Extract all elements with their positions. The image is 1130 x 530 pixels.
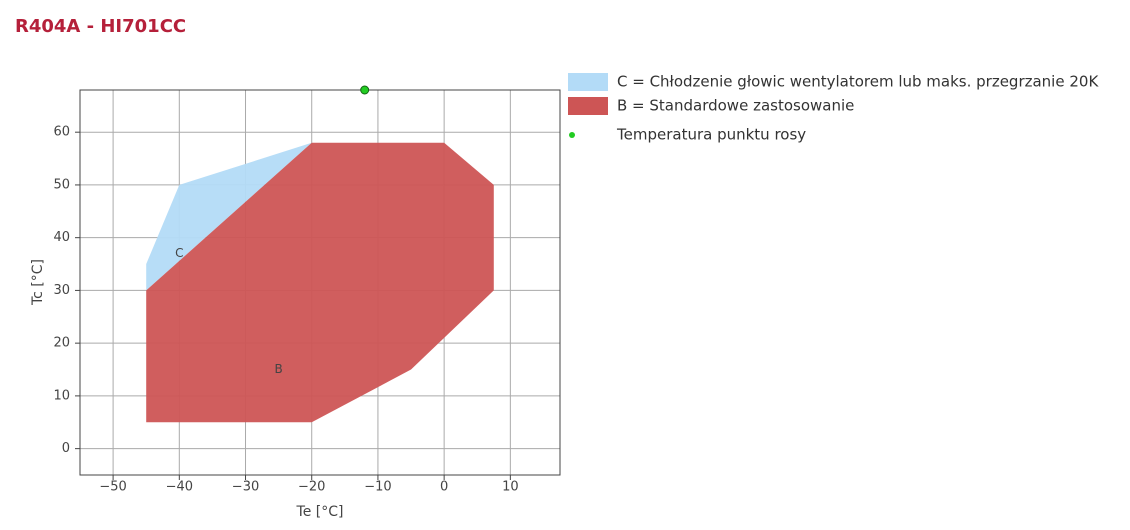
plot-frame (79, 89, 561, 476)
x-tick-label: −10 (364, 480, 391, 495)
x-tick-label: 10 (502, 480, 519, 495)
legend-label: Temperatura punktu rosy (616, 126, 806, 144)
y-tick-label: 60 (53, 125, 70, 140)
x-tick-label: −30 (232, 480, 259, 495)
x-tick-label: −20 (298, 480, 325, 495)
y-tick-label: 50 (53, 177, 70, 192)
y-tick-label: 30 (53, 283, 70, 298)
y-tick-label: 0 (62, 441, 70, 456)
legend-marker (569, 132, 575, 138)
x-tick-label: −50 (99, 480, 126, 495)
annotation: B (275, 362, 283, 376)
y-tick-label: 20 (53, 336, 70, 351)
legend-swatch (568, 73, 608, 91)
x-tick-label: 0 (440, 480, 448, 495)
point (360, 85, 370, 95)
area (146, 142, 494, 423)
chart-title: R404A - HI701CC (15, 16, 186, 37)
legend-swatch (568, 97, 608, 115)
y-tick-label: 10 (53, 388, 70, 403)
y-tick-label: 40 (53, 230, 70, 245)
legend-label: C = Chłodzenie głowic wentylatorem lub m… (617, 73, 1099, 91)
legend-label: B = Standardowe zastosowanie (617, 97, 854, 115)
y-axis-label: Tc [°C] (30, 259, 46, 306)
x-tick-label: −40 (166, 480, 193, 495)
annotation: C (175, 246, 183, 260)
x-axis-label: Te [°C] (296, 504, 344, 520)
